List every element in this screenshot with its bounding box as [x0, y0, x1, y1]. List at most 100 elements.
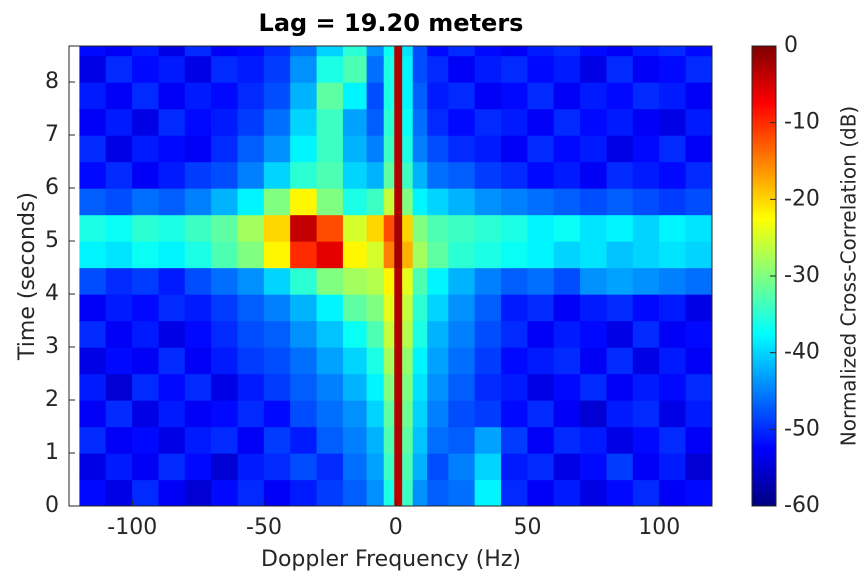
heatmap-cell	[632, 399, 660, 428]
heatmap-cell	[105, 55, 133, 83]
heatmap-cell	[448, 426, 476, 454]
heatmap-cell	[394, 373, 404, 401]
heatmap-cell	[184, 320, 212, 348]
heatmap-cell	[79, 320, 107, 348]
heatmap-cell	[580, 293, 608, 322]
heatmap-cell	[553, 214, 581, 242]
heatmap-cell	[316, 187, 344, 216]
heatmap-cell	[606, 320, 634, 348]
heatmap-cell	[685, 187, 712, 216]
heatmap-cell	[184, 187, 212, 216]
heatmap-cell	[632, 267, 660, 295]
heatmap-cell	[383, 267, 396, 295]
heatmap-cell	[659, 81, 687, 110]
heatmap-cell	[501, 108, 529, 136]
heatmap-cell	[211, 346, 239, 375]
heatmap-cell	[501, 46, 529, 57]
heatmap-cell	[659, 320, 687, 348]
heatmap-cell	[290, 479, 318, 506]
heatmap-cell	[402, 187, 414, 216]
heatmap-cell	[606, 46, 634, 57]
heatmap-cell	[316, 81, 344, 110]
heatmap-cell	[263, 55, 292, 83]
heatmap-cell	[290, 346, 318, 375]
heatmap-cell	[606, 214, 634, 242]
heatmap-cell	[211, 55, 239, 83]
heatmap-cell	[184, 46, 212, 57]
heatmap-cell	[263, 161, 292, 189]
heatmap-cell	[474, 426, 502, 454]
heatmap-cell	[412, 240, 429, 269]
heatmap-cell	[211, 452, 239, 481]
heatmap-cell	[685, 320, 712, 348]
heatmap-cell	[237, 373, 265, 401]
heatmap-cell	[237, 161, 265, 189]
heatmap-cell	[474, 46, 502, 57]
heatmap-cell	[427, 267, 450, 295]
heatmap-cell	[580, 240, 608, 269]
heatmap-cell	[606, 426, 634, 454]
heatmap-cell	[237, 320, 265, 348]
heatmap-cell	[132, 240, 160, 269]
heatmap-cell	[427, 161, 450, 189]
heatmap-cell	[184, 373, 212, 401]
heatmap-cell	[402, 108, 414, 136]
heatmap-cell	[184, 293, 212, 322]
heatmap-cell	[501, 426, 529, 454]
heatmap-cell	[316, 46, 344, 57]
x-tick-label: -50	[246, 515, 282, 540]
heatmap-cell	[412, 46, 429, 57]
heatmap-cell	[580, 452, 608, 481]
heatmap-cell	[158, 426, 186, 454]
heatmap-cell	[394, 320, 404, 348]
heatmap-cell	[132, 214, 160, 242]
heatmap-cell	[474, 134, 502, 163]
heatmap-cell	[237, 267, 265, 295]
heatmap-cell	[158, 452, 186, 481]
heatmap-cell	[342, 267, 368, 295]
heatmap-cell	[501, 346, 529, 375]
heatmap-cell	[632, 293, 660, 322]
heatmap-cell	[606, 373, 634, 401]
heatmap-cell	[448, 479, 476, 506]
heatmap-cell	[474, 161, 502, 189]
plot-frame	[68, 45, 713, 507]
heatmap-cell	[366, 161, 385, 189]
heatmap-cell	[366, 55, 385, 83]
heatmap-cell	[263, 346, 292, 375]
heatmap-cell	[105, 320, 133, 348]
heatmap-cell	[290, 55, 318, 83]
heatmap-cell	[132, 46, 160, 57]
heatmap-cell	[527, 426, 555, 454]
heatmap-cell	[366, 320, 385, 348]
heatmap-cell	[553, 108, 581, 136]
heatmap-cell	[211, 399, 239, 428]
heatmap-cell	[263, 187, 292, 216]
heatmap-cell	[553, 320, 581, 348]
heatmap-cell	[263, 452, 292, 481]
heatmap-cell	[79, 426, 107, 454]
heatmap-cell	[290, 108, 318, 136]
heatmap-cell	[427, 293, 450, 322]
chart-title: Lag = 19.20 meters	[259, 9, 524, 37]
heatmap-cell	[685, 373, 712, 401]
heatmap-cell	[402, 161, 414, 189]
heatmap-cell	[105, 346, 133, 375]
heatmap-cell	[606, 267, 634, 295]
x-tick-label: 0	[389, 515, 403, 540]
heatmap-cell	[158, 267, 186, 295]
heatmap-cell	[184, 240, 212, 269]
heatmap-cell	[527, 267, 555, 295]
heatmap-cell	[211, 240, 239, 269]
heatmap-cell	[501, 373, 529, 401]
heatmap-cell	[448, 46, 476, 57]
heatmap-cell	[342, 187, 368, 216]
heatmap-cell	[383, 81, 396, 110]
heatmap-cell	[474, 81, 502, 110]
heatmap-cell	[316, 134, 344, 163]
heatmap-cell	[342, 240, 368, 269]
heatmap-cell	[366, 214, 385, 242]
heatmap-cell	[402, 81, 414, 110]
heatmap-cell	[474, 108, 502, 136]
heatmap-cell	[606, 346, 634, 375]
